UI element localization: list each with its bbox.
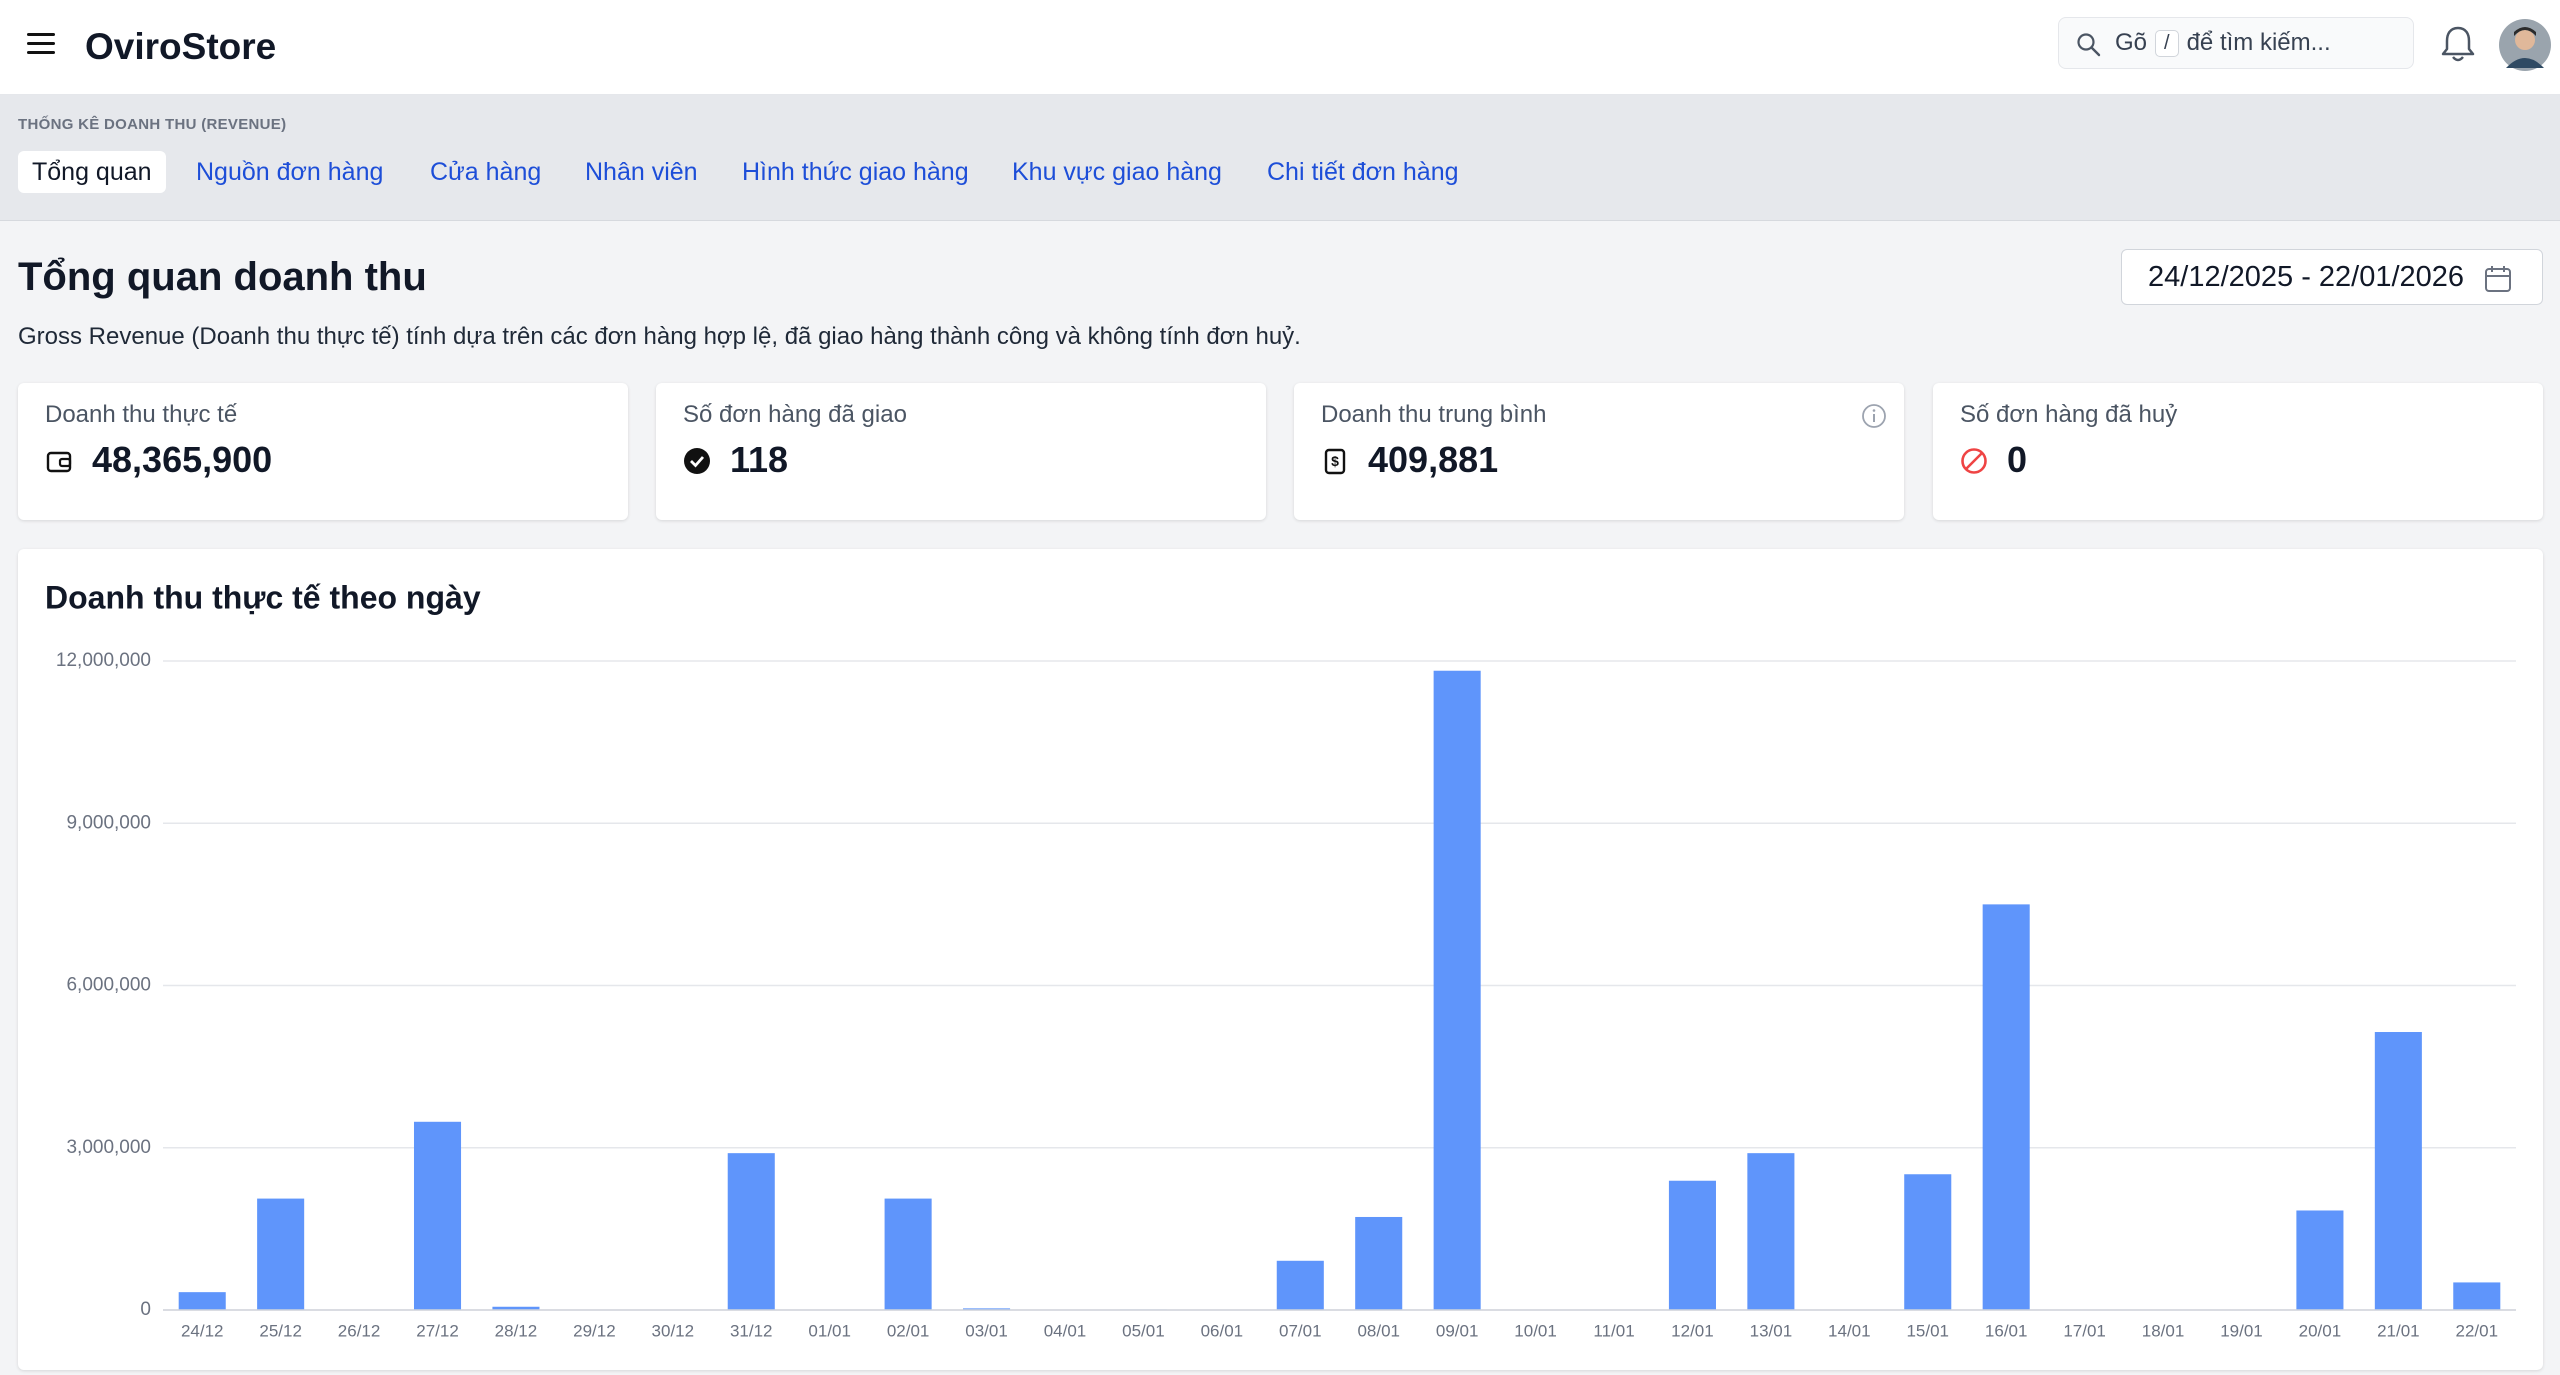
bar [2453, 1282, 2501, 1310]
bar [257, 1198, 305, 1310]
chart-card: Doanh thu thực tế theo ngày 0 3,000,000 6,… [18, 549, 2543, 1370]
wallet-icon [46, 451, 72, 473]
stat-label: Doanh thu trung bình [1321, 401, 1547, 428]
tab[interactable]: Nguồn đơn hàng [196, 158, 384, 186]
page-title: Tổng quan doanh thu [18, 255, 427, 299]
stat-label: Doanh thu thực tế [45, 401, 238, 428]
x-tick-label: 11/01 [1593, 1321, 1634, 1340]
bar [963, 1308, 1011, 1310]
bar [1668, 1180, 1716, 1310]
stat-value: 48,365,900 [92, 439, 273, 480]
search-key: / [2155, 29, 2179, 57]
tab[interactable]: Nhân viên [585, 158, 698, 186]
cancel-icon [1961, 448, 1987, 474]
x-tick-label: 06/01 [1201, 1321, 1244, 1340]
x-tick-label: 09/01 [1436, 1321, 1479, 1340]
y-tick-label: 3,000,000 [66, 1137, 151, 1158]
x-tick-label: 21/01 [2377, 1321, 2420, 1340]
x-tick-label: 29/12 [573, 1321, 616, 1340]
stat-value: 0 [2007, 439, 2028, 480]
y-tick-label: 0 [140, 1299, 151, 1320]
bar [2374, 1032, 2422, 1310]
bar [1276, 1260, 1324, 1310]
bar [1355, 1216, 1403, 1310]
y-tick-label: 12,000,000 [56, 650, 151, 671]
x-tick-label: 02/01 [887, 1321, 930, 1340]
stat-value: 118 [730, 439, 789, 480]
x-tick-label: 03/01 [965, 1321, 1008, 1340]
y-tick-label: 9,000,000 [66, 812, 151, 833]
bar [1982, 904, 2030, 1310]
avatar[interactable] [2498, 18, 2552, 72]
bar [178, 1292, 226, 1310]
chart-title: Doanh thu thực tế theo ngày [45, 579, 481, 615]
search-text: để tìm kiếm... [2186, 29, 2331, 56]
date-range-text: 24/12/2025 - 22/01/2026 [2148, 261, 2465, 293]
tab[interactable]: Tổng quan [18, 151, 166, 193]
x-tick-label: 07/01 [1279, 1321, 1322, 1340]
stat-label: Số đơn hàng đã giao [683, 401, 907, 428]
x-tick-label: 05/01 [1122, 1321, 1165, 1340]
stat-card: Doanh thu thực tế 48,365,900 [18, 383, 628, 520]
tab[interactable]: Hình thức giao hàng [742, 158, 969, 186]
stat-card: Số đơn hàng đã giao 118 [656, 383, 1266, 520]
top-bar: OviroStore Gõ / để tìm kiếm... [0, 0, 2560, 95]
stat-card: Doanh thu trung bình $ 409,881 [1294, 383, 1904, 520]
x-tick-label: 19/01 [2220, 1321, 2263, 1340]
tab[interactable]: Cửa hàng [430, 158, 542, 186]
chart: Doanh thu thực tế theo ngày 0 3,000,000 6,… [45, 579, 2516, 1340]
x-tick-label: 28/12 [495, 1321, 538, 1340]
check-icon [684, 448, 710, 474]
x-tick-label: 04/01 [1044, 1321, 1087, 1340]
x-tick-label: 13/01 [1750, 1321, 1793, 1340]
x-tick-label: 26/12 [338, 1321, 381, 1340]
x-tick-label: 17/01 [2063, 1321, 2106, 1340]
x-tick-label: 12/01 [1671, 1321, 1714, 1340]
date-range-picker[interactable]: 24/12/2025 - 22/01/2026 [2121, 249, 2543, 305]
tab-bar [0, 95, 2560, 221]
stat-value: 409,881 [1368, 439, 1499, 480]
tab[interactable]: Khu vực giao hàng [1012, 158, 1222, 186]
menu-button[interactable] [27, 31, 57, 57]
bar [1904, 1174, 1952, 1310]
x-tick-label: 25/12 [259, 1321, 302, 1340]
bar [492, 1306, 540, 1310]
x-tick-label: 14/01 [1828, 1321, 1871, 1340]
svg-text:$: $ [1331, 453, 1339, 469]
notification-bell[interactable] [2440, 24, 2476, 64]
x-tick-label: 27/12 [416, 1321, 459, 1340]
x-tick-label: 18/01 [2142, 1321, 2185, 1340]
calendar-icon [2485, 266, 2511, 292]
search-box[interactable]: Gõ / để tìm kiếm... [2058, 17, 2414, 69]
x-tick-label: 10/01 [1514, 1321, 1557, 1340]
x-tick-label: 20/01 [2299, 1321, 2342, 1340]
x-tick-label: 30/12 [652, 1321, 695, 1340]
description: Gross Revenue (Doanh thu thực tế) tính d… [18, 323, 1301, 350]
x-tick-label: 31/12 [730, 1321, 773, 1340]
bar [413, 1121, 462, 1310]
bar [2296, 1210, 2344, 1310]
stat-label: Số đơn hàng đã huỷ [1960, 401, 2178, 428]
receipt-icon: $ [1324, 448, 1346, 475]
section-label: THỐNG KÊ DOANH THU (REVENUE) [18, 116, 287, 133]
stat-card: Số đơn hàng đã huỷ 0 [1933, 383, 2543, 520]
x-tick-label: 24/12 [181, 1321, 224, 1340]
x-tick-label: 01/01 [808, 1321, 851, 1340]
info-icon[interactable] [1861, 403, 1887, 429]
x-tick-label: 08/01 [1357, 1321, 1400, 1340]
search-text: Gõ [2115, 29, 2148, 56]
x-tick-label: 22/01 [2456, 1321, 2499, 1340]
x-tick-label: 15/01 [1906, 1321, 1949, 1340]
tab[interactable]: Chi tiết đơn hàng [1267, 158, 1459, 186]
search-icon [2077, 33, 2101, 57]
bar [727, 1153, 775, 1310]
brand[interactable]: OviroStore [85, 26, 277, 67]
bar [884, 1198, 932, 1310]
bar [1747, 1153, 1795, 1310]
y-tick-label: 6,000,000 [66, 975, 151, 996]
bar [1433, 670, 1481, 1310]
x-tick-label: 16/01 [1985, 1321, 2028, 1340]
